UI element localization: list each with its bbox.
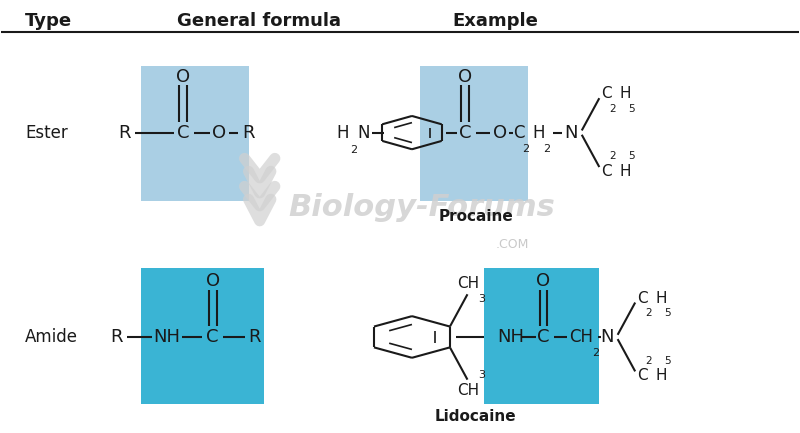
- Text: C: C: [514, 123, 525, 142]
- Text: N: N: [601, 328, 614, 346]
- Text: C: C: [637, 368, 647, 383]
- Text: 5: 5: [628, 151, 634, 161]
- Bar: [141, 268, 265, 404]
- Text: Procaine: Procaine: [438, 209, 513, 224]
- Text: Example: Example: [453, 12, 538, 30]
- Text: H: H: [619, 164, 630, 179]
- Text: NH: NH: [498, 328, 524, 346]
- Text: 2: 2: [522, 144, 530, 154]
- Text: H: H: [655, 291, 666, 306]
- Text: .COM: .COM: [496, 238, 529, 251]
- Text: O: O: [176, 68, 190, 86]
- Text: O: O: [212, 123, 226, 142]
- Text: R: R: [249, 328, 261, 346]
- Text: R: R: [242, 123, 254, 142]
- Text: O: O: [458, 68, 473, 86]
- Text: 3: 3: [478, 294, 486, 304]
- Text: R: R: [110, 328, 123, 346]
- Text: NH: NH: [153, 328, 180, 346]
- Text: 2: 2: [646, 355, 652, 365]
- Text: Biology-Forums: Biology-Forums: [288, 194, 555, 223]
- Text: 2: 2: [543, 144, 550, 154]
- Text: Ester: Ester: [26, 123, 68, 142]
- Text: 2: 2: [646, 308, 652, 318]
- Text: C: C: [538, 328, 550, 346]
- Text: H: H: [619, 87, 630, 101]
- Text: CH: CH: [569, 328, 593, 346]
- Text: C: C: [177, 123, 190, 142]
- Text: 2: 2: [350, 145, 358, 155]
- Text: O: O: [206, 272, 220, 290]
- Text: C: C: [206, 328, 219, 346]
- Text: Amide: Amide: [26, 328, 78, 346]
- Text: CH: CH: [457, 383, 479, 398]
- Text: R: R: [118, 123, 131, 142]
- Text: CH: CH: [457, 276, 479, 291]
- Text: 2: 2: [610, 104, 616, 114]
- Text: Type: Type: [26, 12, 73, 30]
- Text: 2: 2: [592, 348, 599, 359]
- Text: H: H: [655, 368, 666, 383]
- Text: O: O: [493, 123, 506, 142]
- Text: 5: 5: [664, 308, 670, 318]
- Bar: [420, 66, 527, 201]
- Text: O: O: [537, 272, 550, 290]
- Text: General formula: General formula: [177, 12, 341, 30]
- Text: C: C: [637, 291, 647, 306]
- Text: 3: 3: [478, 370, 486, 380]
- Text: C: C: [601, 87, 611, 101]
- Text: H: H: [532, 123, 545, 142]
- Text: C: C: [459, 123, 472, 142]
- Bar: [484, 268, 599, 404]
- Bar: [141, 66, 249, 201]
- Text: 5: 5: [664, 355, 670, 365]
- Text: H: H: [336, 123, 349, 142]
- Text: Lidocaine: Lidocaine: [435, 409, 517, 424]
- Text: N: N: [565, 123, 578, 142]
- Text: 5: 5: [628, 104, 634, 114]
- Text: C: C: [601, 164, 611, 179]
- Text: N: N: [358, 123, 370, 142]
- Text: 2: 2: [610, 151, 616, 161]
